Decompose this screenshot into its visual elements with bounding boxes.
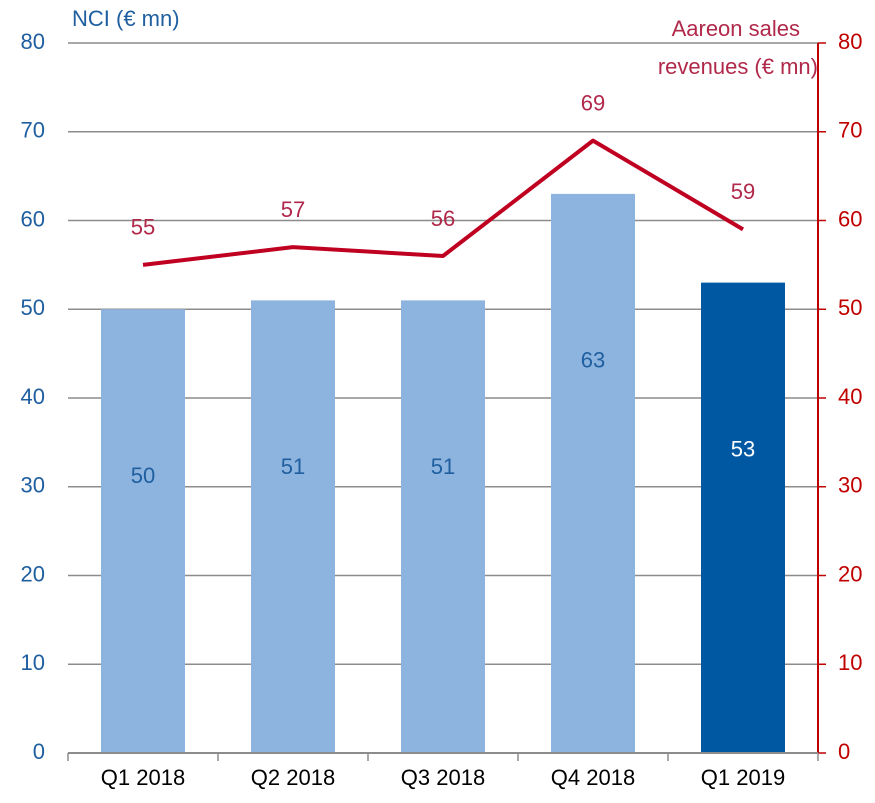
y2-tick-label: 10 — [838, 650, 862, 675]
y-tick-label: 50 — [21, 295, 45, 320]
y-tick-label: 70 — [21, 118, 45, 143]
y2-tick-label: 60 — [838, 206, 862, 231]
y2-tick-label: 40 — [838, 384, 862, 409]
bar — [701, 282, 785, 753]
y-tick-label: 60 — [21, 206, 45, 231]
y2-axis-title: revenues (€ mn) — [658, 54, 818, 79]
line-label: 59 — [731, 179, 755, 204]
bar-label: 51 — [431, 454, 455, 479]
line-label: 57 — [281, 197, 305, 222]
y2-axis-title: Aareon sales — [672, 16, 800, 41]
y-axis-title: NCI (€ mn) — [72, 6, 180, 31]
y-tick-label: 20 — [21, 561, 45, 586]
y2-tick-label: 20 — [838, 561, 862, 586]
bar-label: 53 — [731, 436, 755, 461]
line-label: 56 — [431, 206, 455, 231]
x-tick-label: Q1 2019 — [701, 765, 785, 790]
y2-tick-label: 70 — [838, 118, 862, 143]
y-tick-label: 30 — [21, 473, 45, 498]
y2-tick-label: 0 — [838, 739, 850, 764]
y2-tick-label: 30 — [838, 473, 862, 498]
bar — [101, 309, 185, 753]
bar-label: 63 — [581, 348, 605, 373]
y-tick-label: 10 — [21, 650, 45, 675]
x-tick-label: Q3 2018 — [401, 765, 485, 790]
y2-tick-label: 80 — [838, 29, 862, 54]
line-label: 55 — [131, 215, 155, 240]
y-tick-label: 0 — [33, 739, 45, 764]
bar-label: 51 — [281, 454, 305, 479]
y-tick-label: 40 — [21, 384, 45, 409]
y-tick-label: 80 — [21, 29, 45, 54]
bar — [251, 300, 335, 753]
bar — [551, 193, 635, 753]
line — [142, 138, 745, 267]
line-label: 69 — [581, 90, 605, 115]
bar — [401, 300, 485, 753]
bar-label: 50 — [131, 463, 155, 488]
y2-tick-label: 50 — [838, 295, 862, 320]
x-tick-label: Q1 2018 — [101, 765, 185, 790]
x-tick-label: Q4 2018 — [551, 765, 635, 790]
x-tick-label: Q2 2018 — [251, 765, 335, 790]
